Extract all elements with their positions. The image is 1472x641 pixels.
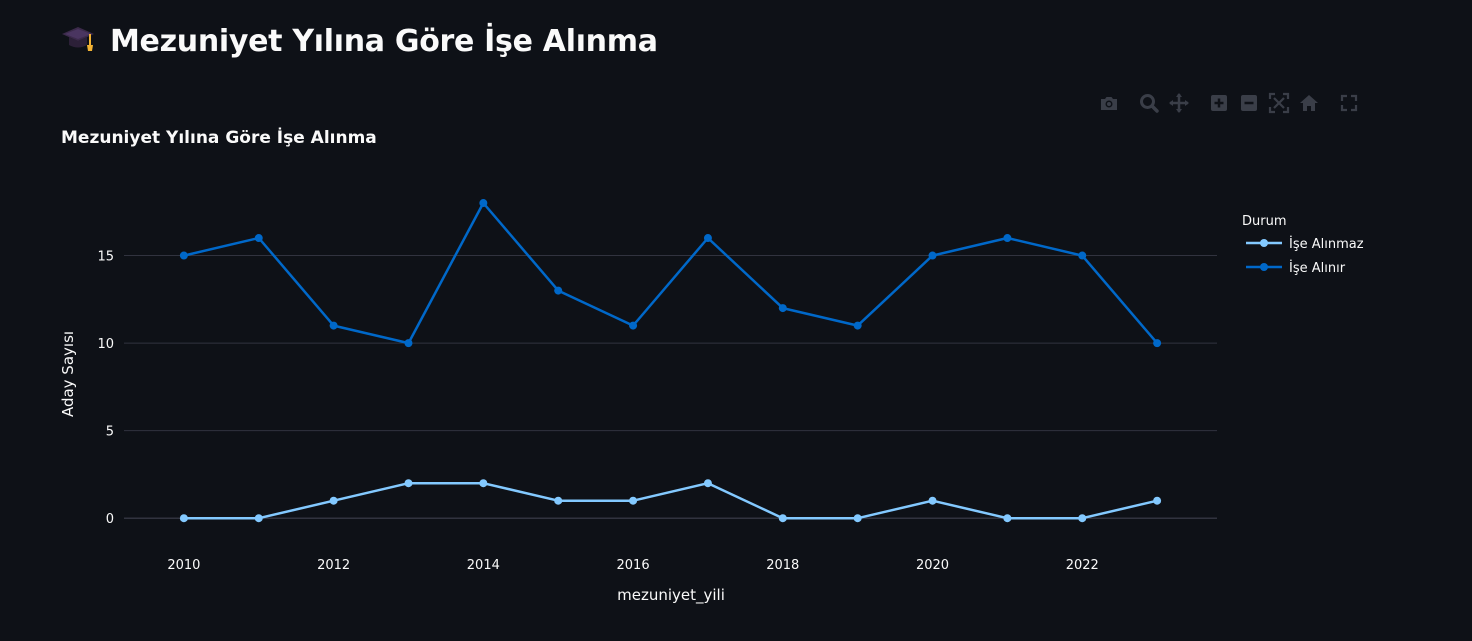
- data-point[interactable]: [778, 304, 787, 313]
- data-point[interactable]: [1078, 251, 1087, 260]
- data-point[interactable]: [1003, 234, 1012, 243]
- y-tick-label: 10: [97, 337, 114, 352]
- chart-title: Mezuniyet Yılına Göre İşe Alınma: [61, 126, 377, 148]
- legend-item-label[interactable]: İşe Alınır: [1289, 260, 1346, 276]
- y-tick-label: 0: [106, 512, 114, 527]
- data-point[interactable]: [629, 321, 638, 330]
- x-axis-label: mezuniyet_yili: [617, 586, 725, 605]
- data-point[interactable]: [404, 339, 413, 348]
- x-tick-label: 2016: [617, 558, 650, 573]
- x-tick-label: 2010: [167, 558, 200, 573]
- x-tick-label: 2022: [1066, 558, 1099, 573]
- fullscreen-icon[interactable]: [1338, 92, 1360, 114]
- data-point[interactable]: [853, 321, 862, 330]
- y-tick-label: 5: [106, 425, 114, 440]
- data-point[interactable]: [554, 286, 563, 295]
- data-point[interactable]: [329, 321, 338, 330]
- legend-item-label[interactable]: İşe Alınmaz: [1289, 236, 1364, 252]
- zoom-icon[interactable]: [1138, 92, 1160, 114]
- legend-swatch-marker: [1260, 263, 1268, 271]
- camera-icon[interactable]: [1098, 92, 1120, 114]
- series-line: [183, 201, 1159, 345]
- data-point[interactable]: [629, 496, 638, 505]
- legend-swatch-marker: [1260, 239, 1268, 247]
- legend-title: Durum: [1242, 214, 1287, 229]
- y-tick-label: 15: [97, 250, 114, 265]
- data-point[interactable]: [1003, 514, 1012, 523]
- data-point[interactable]: [1153, 339, 1162, 348]
- y-axis-label: Aday Sayısı: [59, 331, 77, 417]
- reset-axes-icon[interactable]: [1298, 92, 1320, 114]
- x-tick-label: 2018: [766, 558, 799, 573]
- data-point[interactable]: [179, 514, 188, 523]
- autoscale-icon[interactable]: [1268, 92, 1290, 114]
- series-line: [183, 481, 1158, 520]
- data-point[interactable]: [329, 496, 338, 505]
- x-tick-label: 2020: [916, 558, 949, 573]
- data-point[interactable]: [479, 199, 488, 208]
- data-point[interactable]: [179, 251, 188, 260]
- chart-modebar: [1098, 92, 1368, 114]
- data-point[interactable]: [853, 514, 862, 523]
- y-axis-ticks: 0 5 10 15: [97, 250, 114, 528]
- data-point[interactable]: [254, 514, 263, 523]
- graduation-cap-icon: [60, 21, 96, 61]
- data-point[interactable]: [1153, 496, 1162, 505]
- data-point[interactable]: [703, 234, 712, 243]
- gridlines: [124, 255, 1217, 519]
- page-header: Mezuniyet Yılına Göre İşe Alınma: [60, 18, 658, 64]
- data-point[interactable]: [479, 479, 488, 488]
- data-point[interactable]: [254, 234, 263, 243]
- data-point[interactable]: [928, 496, 937, 505]
- legend: Durum İşe Alınmaz İşe Alınır: [1242, 214, 1364, 276]
- data-point[interactable]: [928, 251, 937, 260]
- data-point[interactable]: [778, 514, 787, 523]
- data-point[interactable]: [554, 496, 563, 505]
- data-point[interactable]: [1078, 514, 1087, 523]
- page-title: Mezuniyet Yılına Göre İşe Alınma: [110, 23, 658, 59]
- x-tick-label: 2014: [467, 558, 500, 573]
- zoom-out-icon[interactable]: [1238, 92, 1260, 114]
- data-point[interactable]: [404, 479, 413, 488]
- data-point[interactable]: [703, 479, 712, 488]
- pan-icon[interactable]: [1168, 92, 1190, 114]
- zoom-in-icon[interactable]: [1208, 92, 1230, 114]
- series-lines: [179, 199, 1162, 523]
- x-axis-ticks: 2010 2012 2014 2016 2018 2020 2022: [167, 558, 1098, 573]
- x-tick-label: 2012: [317, 558, 350, 573]
